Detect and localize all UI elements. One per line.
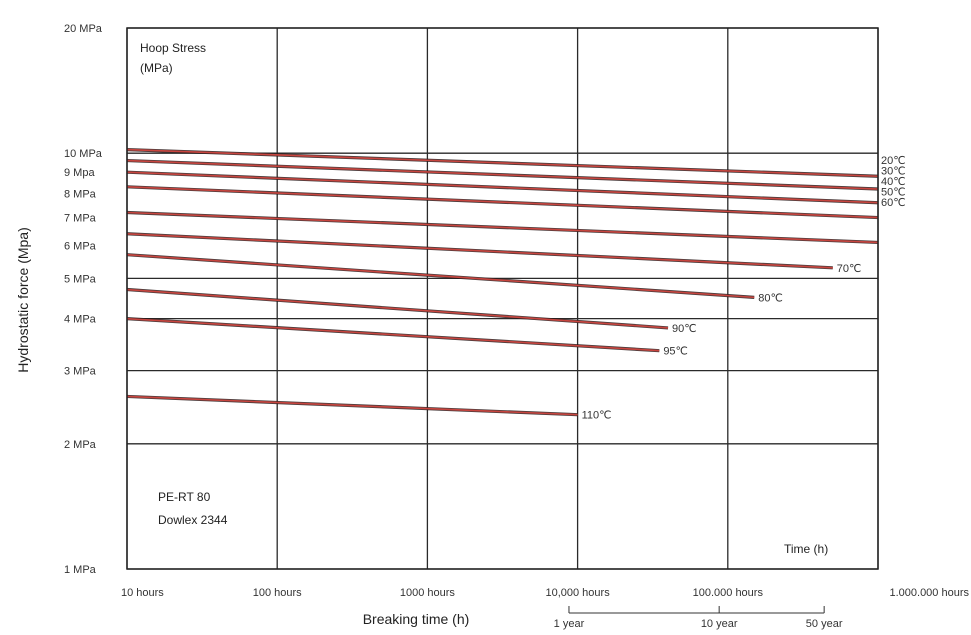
time-bracket-label: 50 year	[806, 618, 843, 630]
x-axis-title: Breaking time (h)	[363, 611, 470, 627]
x-tick-label: 10 hours	[121, 587, 164, 599]
y-tick-label: 1 MPa	[64, 564, 97, 576]
series-label: 30℃	[881, 166, 906, 178]
series-lines	[126, 148, 879, 417]
x-tick-label: 1000 hours	[400, 587, 456, 599]
y-tick-label: 2 MPa	[64, 439, 97, 451]
y-tick-label: 10 MPa	[64, 148, 103, 160]
series-label: 70℃	[837, 263, 862, 275]
series-label: 110℃	[582, 410, 612, 422]
series-label: 40℃	[881, 176, 906, 188]
y-tick-label: 9 Mpa	[64, 167, 95, 179]
y-tick-label: 7 MPa	[64, 213, 97, 225]
plot-frame	[126, 27, 879, 570]
series-line	[126, 288, 669, 329]
x-tick-label: 100.000 hours	[693, 587, 764, 599]
time-bracket-label: 10 year	[701, 618, 738, 630]
series-line	[126, 186, 879, 219]
y-tick-labels: 20 MPa 10 MPa 9 Mpa 8 MPa 7 MPa 6 MPa 5 MPa 4 M…	[64, 23, 103, 576]
x-tick-labels: 10 hours 100 hours 1000 hours 10,000 hours 1…	[121, 587, 969, 599]
y-tick-label: 5 MPa	[64, 273, 97, 285]
x-tick-label: 10,000 hours	[545, 587, 610, 599]
series-label: 95℃	[663, 346, 688, 358]
y-tick-label: 3 MPa	[64, 366, 97, 378]
series-line	[126, 159, 879, 190]
series-label: 50℃	[881, 187, 906, 199]
time-bracket-label: 1 year	[554, 618, 585, 630]
x-tick-label: 1.000.000 hours	[889, 587, 969, 599]
y-axis-title: Hydrostatic force (Mpa)	[15, 227, 31, 372]
material-label: PE-RT 80	[158, 490, 211, 504]
series-label: 90℃	[672, 323, 697, 335]
series-label: 60℃	[881, 197, 906, 209]
series-line	[126, 211, 879, 244]
series-line	[126, 253, 755, 299]
series-line	[126, 395, 578, 416]
y-tick-label: 20 MPa	[64, 23, 103, 35]
y-tick-label: 6 MPa	[64, 240, 97, 252]
grade-label: Dowlex 2344	[158, 513, 228, 527]
series-line	[126, 317, 660, 352]
series-labels: 20℃30℃40℃50℃60℃ 70℃ 80℃ 90℃ 95℃ 110℃	[582, 155, 906, 422]
series-label: 80℃	[758, 292, 783, 304]
hoop-stress-label: Hoop Stress	[140, 41, 206, 55]
time-scale-bracket: 1 year 10 year 50 year	[554, 606, 843, 630]
series-label: 20℃	[881, 155, 906, 167]
hoop-stress-unit: (MPa)	[140, 61, 173, 75]
series-line	[126, 171, 879, 204]
x-tick-label: 100 hours	[253, 587, 302, 599]
series-line	[126, 148, 879, 178]
time-unit-label: Time (h)	[784, 542, 828, 556]
y-tick-label: 4 MPa	[64, 314, 97, 326]
y-tick-label: 8 MPa	[64, 188, 97, 200]
series-line	[126, 232, 833, 269]
